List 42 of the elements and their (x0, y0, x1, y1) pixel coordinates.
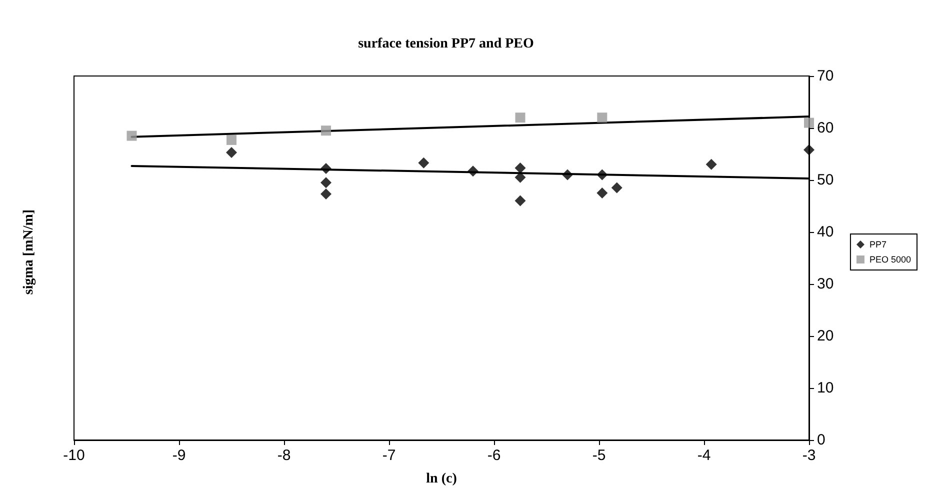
point (562, 169, 573, 180)
point (514, 162, 526, 174)
x-tick-label: -5 (592, 447, 606, 464)
point (126, 130, 137, 141)
y-tick-label: 30 (817, 276, 834, 292)
point (514, 172, 526, 183)
x-tick-label: -10 (63, 447, 85, 464)
point (514, 195, 526, 206)
x-tick-label: -6 (487, 447, 501, 464)
point (320, 163, 332, 174)
point (226, 134, 236, 145)
point (321, 126, 331, 136)
point (320, 177, 332, 188)
y-tick-label: 20 (817, 328, 834, 344)
y-tick-label: 70 (817, 68, 834, 84)
y-axis-title: sigma [mN/m] (22, 209, 36, 295)
x-tick-label: -8 (277, 447, 291, 464)
y-tick-label: 0 (817, 432, 826, 448)
point (320, 188, 332, 200)
y-tick-label: 10 (817, 380, 834, 396)
point (226, 146, 237, 158)
point (596, 169, 608, 180)
point (804, 144, 814, 156)
x-tick-label: -3 (802, 447, 816, 464)
chart-title: surface tension PP7 and PEO (358, 36, 534, 52)
legend-label: PEO 5000 (869, 254, 912, 264)
point (804, 118, 814, 128)
y-tick-label: 60 (817, 120, 834, 136)
point (468, 166, 478, 177)
y-tick-label: 40 (817, 224, 834, 240)
x-tick-label: -4 (697, 447, 711, 464)
x-axis-title: ln (c) (426, 472, 458, 486)
point (596, 188, 608, 198)
point (611, 182, 622, 194)
point (597, 112, 608, 123)
x-tick-label: -7 (382, 447, 396, 464)
point (418, 157, 430, 168)
legend-label: PP7 (869, 240, 886, 250)
point (515, 112, 526, 123)
x-tick-label: -9 (172, 447, 186, 464)
point (706, 158, 717, 170)
y-tick-label: 50 (817, 172, 834, 188)
